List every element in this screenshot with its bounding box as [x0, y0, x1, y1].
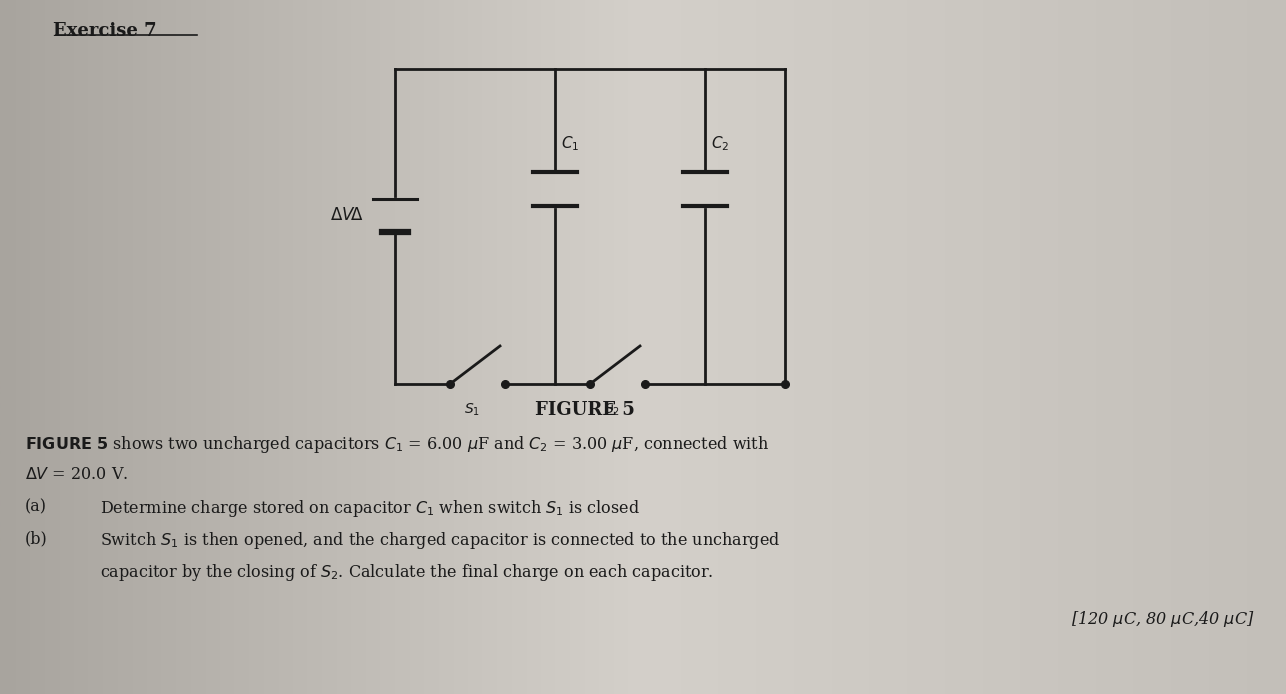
Text: [120 $\mu$C, 80 $\mu$C,40 $\mu$C]: [120 $\mu$C, 80 $\mu$C,40 $\mu$C]	[1071, 609, 1255, 629]
Text: $S_1$: $S_1$	[464, 402, 481, 418]
Text: (a): (a)	[24, 498, 48, 515]
Text: (b): (b)	[24, 530, 48, 547]
Text: capacitor by the closing of $S_2$. Calculate the final charge on each capacitor.: capacitor by the closing of $S_2$. Calcu…	[100, 562, 714, 583]
Text: $\bf{FIGURE\ 5}$ shows two uncharged capacitors $C_1$ = 6.00 $\mu$F and $C_2$ = : $\bf{FIGURE\ 5}$ shows two uncharged cap…	[24, 434, 769, 455]
Text: Determine charge stored on capacitor $C_1$ when switch $S_1$ is closed: Determine charge stored on capacitor $C_…	[100, 498, 640, 519]
Text: $\Delta V$ = 20.0 V.: $\Delta V$ = 20.0 V.	[24, 466, 129, 483]
Text: Exercise 7: Exercise 7	[53, 22, 157, 40]
Text: $\Delta V\!\Delta$: $\Delta V\!\Delta$	[329, 207, 363, 224]
Text: Switch $S_1$ is then opened, and the charged capacitor is connected to the uncha: Switch $S_1$ is then opened, and the cha…	[100, 530, 781, 551]
Text: FIGURE 5: FIGURE 5	[535, 401, 635, 419]
Text: $C_1$: $C_1$	[561, 135, 580, 153]
Text: $S_2$: $S_2$	[604, 402, 621, 418]
Text: $C_2$: $C_2$	[711, 135, 729, 153]
